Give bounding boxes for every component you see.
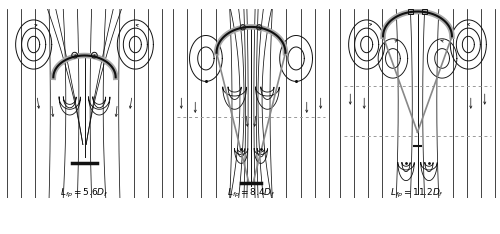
- Text: $L_{fp}=11.2D_f$: $L_{fp}=11.2D_f$: [390, 187, 444, 200]
- Text: $L_{fp}=5.6D_f$: $L_{fp}=5.6D_f$: [60, 187, 109, 200]
- Text: $L_{fp}=8.4D_f$: $L_{fp}=8.4D_f$: [226, 187, 276, 200]
